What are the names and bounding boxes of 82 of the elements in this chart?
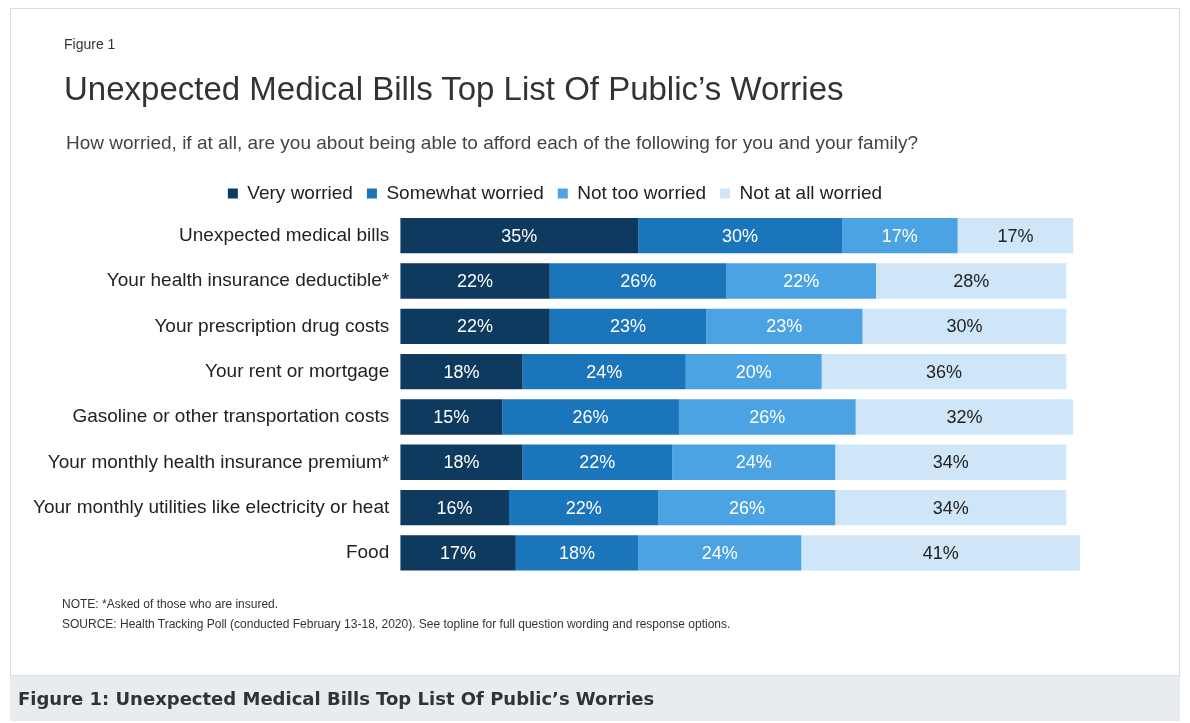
data-label: 18%: [558, 542, 595, 563]
data-label: 24%: [735, 452, 772, 473]
bar: [522, 353, 686, 390]
bar: [515, 535, 639, 571]
bar: [549, 263, 727, 299]
legend-label: Somewhat worried: [386, 181, 544, 203]
data-label: 41%: [922, 542, 959, 563]
text: NOTE: *Asked of those who are insured.: [62, 597, 279, 611]
chart-title: Unexpected Medical Bills Top List Of Public’s Worries: [64, 70, 844, 108]
bar: [400, 263, 550, 299]
bar: [549, 308, 707, 344]
legend-label: Very worried: [247, 181, 353, 203]
data-label: 26%: [572, 406, 609, 427]
y-tick-label: Food: [345, 541, 390, 563]
bar: [658, 489, 836, 526]
bar: [821, 353, 1067, 390]
bar: [835, 444, 1067, 480]
data-label: 35%: [501, 225, 538, 246]
legend-label: Not too worried: [577, 181, 707, 203]
data-label: 22%: [579, 452, 616, 473]
data-label: 20%: [735, 361, 772, 382]
bar: [801, 535, 1080, 571]
y-tick-label: Unexpected medical bills: [179, 223, 390, 245]
bar: [842, 217, 958, 254]
bar: [726, 263, 877, 299]
bar: [400, 444, 523, 480]
y-tick-label: Your prescription drug costs: [154, 314, 390, 336]
data-label: 26%: [749, 406, 786, 427]
y-tick-label: Your monthly utilities like electricity or heat: [33, 495, 390, 517]
caption: Figure 1: Unexpected Medical Bills Top List Of Public’s Worries: [10, 676, 1180, 721]
data-label: 16%: [436, 497, 473, 518]
data-label: 24%: [586, 361, 623, 382]
bar: [862, 308, 1067, 344]
y-tick-label: Your monthly health insurance premium*: [47, 450, 390, 472]
bar: [400, 489, 509, 526]
caption: Figure 1: [64, 36, 116, 52]
data-label: 15%: [433, 406, 470, 427]
data-label: 34%: [932, 452, 969, 473]
data-label: 22%: [783, 270, 820, 291]
data-label: 23%: [609, 316, 646, 337]
data-label: 28%: [953, 270, 990, 291]
bar: [400, 535, 516, 571]
chart-subtitle: How worried, if at all, are you about being able to afford each of the following for you and your family?: [66, 132, 918, 154]
bar: [876, 263, 1067, 299]
data-label: 17%: [440, 542, 477, 563]
y-tick-label: Your health insurance deductible*: [106, 269, 390, 291]
bar: [678, 399, 856, 435]
data-label: 22%: [456, 316, 494, 337]
bar: [502, 399, 679, 435]
bar: [400, 308, 550, 344]
legend-label: Not at all worried: [739, 181, 883, 203]
data-label: 36%: [926, 361, 963, 382]
bar: [855, 399, 1074, 435]
y-tick-label: Your rent or mortgage: [205, 359, 390, 381]
data-label: 26%: [620, 270, 657, 291]
data-label: 22%: [456, 270, 494, 291]
bar: [685, 353, 822, 390]
data-label: 23%: [766, 316, 803, 337]
bar: [957, 217, 1074, 254]
bar: [508, 489, 659, 526]
bar: [638, 217, 843, 254]
data-label: 32%: [946, 406, 983, 427]
bar: [400, 399, 503, 435]
bar: [706, 308, 863, 344]
bar: [522, 444, 673, 480]
bar: [400, 217, 639, 254]
data-label: 30%: [722, 225, 759, 246]
data-label: 34%: [932, 497, 969, 518]
bar: [400, 353, 523, 390]
data-label: 18%: [443, 361, 480, 382]
y-tick-label: Gasoline or other transportation costs: [72, 405, 390, 427]
bar: [638, 535, 802, 571]
data-label: 26%: [728, 497, 765, 518]
data-label: 22%: [565, 497, 602, 518]
data-label: 24%: [701, 542, 738, 563]
data-label: 18%: [443, 452, 480, 473]
data-label: 17%: [997, 225, 1034, 246]
data-label: 17%: [881, 225, 918, 246]
bar: [672, 444, 836, 480]
bar: [835, 489, 1067, 526]
data-label: 30%: [946, 316, 983, 337]
source-note: SOURCE: Health Tracking Poll (conducted February 13-18, 2020). See topline for full question wording and response options.: [62, 617, 731, 631]
